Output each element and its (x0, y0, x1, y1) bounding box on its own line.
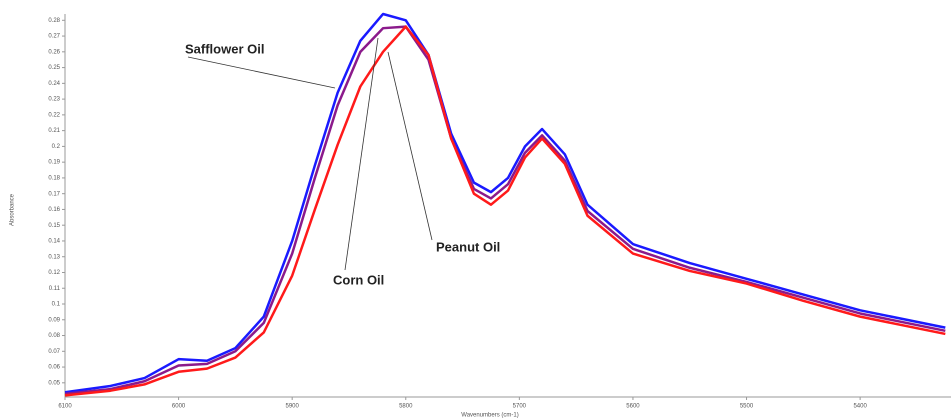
series-line (64, 25, 946, 396)
x-tick-label: 5600 (626, 404, 640, 410)
x-tick-label: 5400 (853, 404, 867, 410)
leader-line (387, 51, 433, 241)
y-tick-label: 0.21 (48, 128, 60, 134)
y-tick-label: 0.2 (52, 144, 61, 150)
y-tick-label: 0.23 (48, 97, 60, 103)
y-axis-label: Absorbance (10, 193, 16, 226)
y-tick-label: 0.27 (48, 34, 60, 40)
y-tick-label: 0.09 (48, 317, 60, 323)
x-tick-label: 5900 (285, 404, 299, 410)
leader-line (187, 56, 336, 89)
x-tick-label: 5800 (399, 404, 413, 410)
x-tick-label: 5700 (513, 404, 527, 410)
y-tick-label: 0.14 (48, 239, 60, 245)
y-tick-label: 0.07 (48, 349, 60, 355)
y-tick-label: 0.18 (48, 175, 60, 181)
y-tick-label: 0.08 (48, 333, 60, 339)
x-axis-label: Wavenumbers (cm-1) (461, 413, 518, 419)
y-tick-label: 0.26 (48, 49, 60, 55)
x-tick-label: 5500 (740, 404, 754, 410)
y-tick-label: 0.25 (48, 65, 60, 71)
y-tick-label: 0.12 (48, 270, 60, 276)
annotation: Safflower Oil (185, 41, 264, 56)
y-tick-label: 0.22 (48, 112, 60, 118)
leader-line (344, 37, 379, 271)
y-tick-label: 0.13 (48, 254, 60, 260)
y-tick-label: 0.11 (49, 286, 61, 292)
y-tick-label: 0.28 (48, 18, 60, 24)
x-tick-label: 6100 (58, 404, 72, 410)
y-tick-label: 0.06 (48, 365, 60, 371)
y-tick-label: 0.15 (48, 223, 60, 229)
y-tick-label: 0.19 (48, 160, 60, 166)
y-tick-label: 0.16 (48, 207, 60, 213)
annotation: Corn Oil (333, 272, 384, 287)
y-tick-label: 0.05 (48, 380, 60, 386)
y-tick-label: 0.24 (48, 81, 60, 87)
x-tick-label: 6000 (172, 404, 186, 410)
y-tick-label: 0.17 (48, 191, 60, 197)
annotation: Peanut Oil (436, 239, 500, 254)
y-tick-label: 0.1 (52, 302, 61, 308)
series-line (64, 12, 946, 394)
series-line (64, 25, 946, 397)
